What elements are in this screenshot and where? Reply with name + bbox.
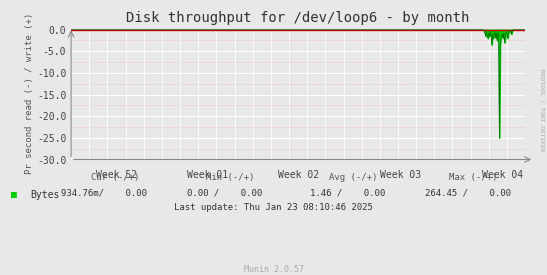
Text: Week 02: Week 02: [277, 170, 319, 180]
Text: Avg (-/+): Avg (-/+): [329, 173, 377, 182]
Text: Week 03: Week 03: [380, 170, 421, 180]
Text: RRDTOOL / TOBI OETIKER: RRDTOOL / TOBI OETIKER: [539, 69, 544, 151]
Text: Week 01: Week 01: [187, 170, 228, 180]
Text: 264.45 /    0.00: 264.45 / 0.00: [424, 188, 511, 197]
Text: 934.76m/    0.00: 934.76m/ 0.00: [61, 188, 147, 197]
Text: Bytes: Bytes: [30, 190, 60, 200]
Text: ■: ■: [11, 190, 17, 200]
Text: Week 04: Week 04: [482, 170, 523, 180]
Text: Cur (-/+): Cur (-/+): [91, 173, 139, 182]
Y-axis label: Pr second read (-) / write (+): Pr second read (-) / write (+): [25, 13, 34, 174]
Text: Min (-/+): Min (-/+): [206, 173, 254, 182]
Title: Disk throughput for /dev/loop6 - by month: Disk throughput for /dev/loop6 - by mont…: [126, 11, 470, 25]
Text: 1.46 /    0.00: 1.46 / 0.00: [310, 188, 385, 197]
Text: Week 52: Week 52: [96, 170, 137, 180]
Text: Max (-/+): Max (-/+): [449, 173, 497, 182]
Text: Last update: Thu Jan 23 08:10:46 2025: Last update: Thu Jan 23 08:10:46 2025: [174, 204, 373, 212]
Text: Munin 2.0.57: Munin 2.0.57: [243, 265, 304, 274]
Text: 0.00 /    0.00: 0.00 / 0.00: [187, 188, 262, 197]
